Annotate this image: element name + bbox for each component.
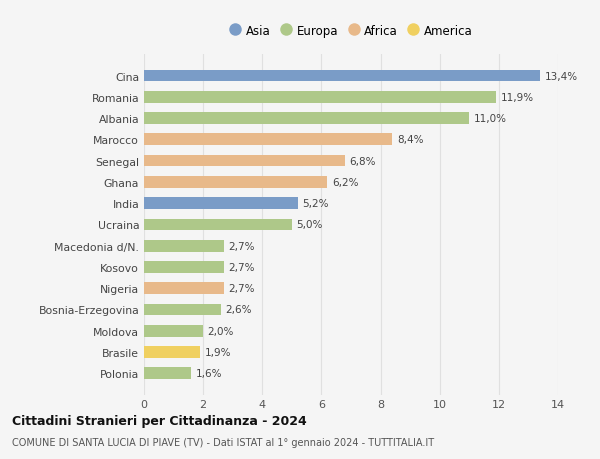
- Bar: [144, 219, 292, 231]
- Bar: [144, 325, 203, 337]
- Text: 8,4%: 8,4%: [397, 135, 424, 145]
- Bar: [144, 262, 224, 273]
- Bar: [144, 113, 469, 125]
- Text: COMUNE DI SANTA LUCIA DI PIAVE (TV) - Dati ISTAT al 1° gennaio 2024 - TUTTITALIA: COMUNE DI SANTA LUCIA DI PIAVE (TV) - Da…: [12, 437, 434, 447]
- Text: Cittadini Stranieri per Cittadinanza - 2024: Cittadini Stranieri per Cittadinanza - 2…: [12, 414, 307, 428]
- Text: 2,7%: 2,7%: [228, 263, 255, 272]
- Legend: Asia, Europa, Africa, America: Asia, Europa, Africa, America: [224, 20, 478, 43]
- Text: 1,6%: 1,6%: [196, 369, 222, 379]
- Bar: [144, 134, 392, 146]
- Text: 2,6%: 2,6%: [226, 305, 252, 315]
- Bar: [144, 304, 221, 316]
- Text: 6,2%: 6,2%: [332, 178, 358, 187]
- Bar: [144, 92, 496, 103]
- Text: 1,9%: 1,9%: [205, 347, 231, 357]
- Text: 11,0%: 11,0%: [474, 114, 507, 124]
- Text: 5,0%: 5,0%: [296, 220, 323, 230]
- Bar: [144, 283, 224, 294]
- Text: 2,0%: 2,0%: [208, 326, 234, 336]
- Text: 5,2%: 5,2%: [302, 199, 329, 209]
- Text: 11,9%: 11,9%: [500, 93, 533, 102]
- Bar: [144, 177, 328, 188]
- Text: 2,7%: 2,7%: [228, 241, 255, 251]
- Text: 6,8%: 6,8%: [350, 156, 376, 166]
- Text: 2,7%: 2,7%: [228, 284, 255, 294]
- Bar: [144, 71, 540, 82]
- Bar: [144, 156, 345, 167]
- Text: 13,4%: 13,4%: [545, 71, 578, 81]
- Bar: [144, 368, 191, 379]
- Bar: [144, 347, 200, 358]
- Bar: [144, 198, 298, 209]
- Bar: [144, 241, 224, 252]
